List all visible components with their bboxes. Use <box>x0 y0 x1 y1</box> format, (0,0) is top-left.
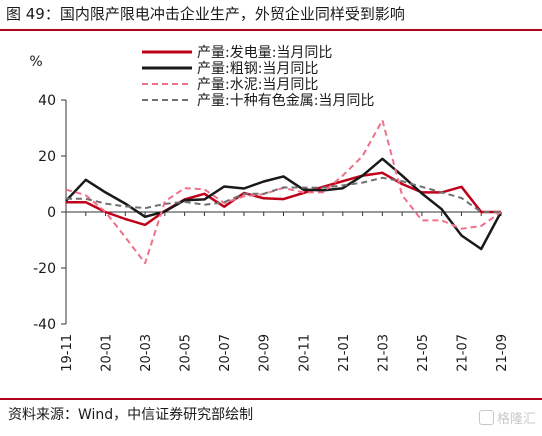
x-tick-label: 21-03 <box>376 334 391 372</box>
page-title: 图 49：国内限产限电冲击企业生产，外贸企业同样受到影响 <box>6 5 405 23</box>
x-tick-label: 21-01 <box>337 334 352 372</box>
legend-label-1: 产量:粗钢:当月同比 <box>197 61 318 77</box>
legend-label-2: 产量:水泥:当月同比 <box>197 77 318 93</box>
x-tick-label: 20-05 <box>179 334 194 372</box>
series-line-3 <box>66 176 501 213</box>
legend-label-0: 产量:发电量:当月同比 <box>197 45 332 61</box>
watermark-text: 格隆汇 <box>496 412 536 427</box>
y-axis-label: % <box>29 54 42 70</box>
y-tick-label: 20 <box>38 149 56 165</box>
x-tick-label: 21-05 <box>416 334 431 372</box>
x-tick-label: 20-11 <box>297 334 312 372</box>
x-tick-label: 19-11 <box>60 334 75 372</box>
x-tick-label: 20-01 <box>100 334 115 372</box>
y-tick-label: -20 <box>33 261 56 277</box>
legend-label-3: 产量:十种有色金属:当月同比 <box>197 92 374 109</box>
y-tick-label: 40 <box>38 93 56 109</box>
series-line-0 <box>66 171 501 227</box>
series-layer <box>65 119 503 265</box>
source-note: 资料来源：Wind，中信证券研究部绘制 <box>8 407 254 423</box>
series-line-1 <box>65 157 503 251</box>
axes: -40 -20 0 20 40 19-11 20-01 20-03 20-05 20-07 20-0… <box>33 93 510 372</box>
legend: 产量:发电量:当月同比产量:粗钢:当月同比产量:水泥:当月同比产量:十种有色金属… <box>142 45 374 109</box>
y-tick-label: -40 <box>33 317 56 333</box>
title-divider <box>0 29 542 31</box>
x-tick-label: 20-09 <box>258 334 273 372</box>
source-divider <box>0 398 542 400</box>
x-tick-label: 21-07 <box>455 334 470 372</box>
x-tick-label: 21-09 <box>495 334 510 372</box>
x-tick-label: 20-07 <box>218 334 233 372</box>
x-tick-label: 20-03 <box>139 334 154 372</box>
watermark: 格隆汇 <box>478 408 536 427</box>
watermark-logo-icon <box>478 410 494 425</box>
y-tick-label: 0 <box>47 205 56 221</box>
